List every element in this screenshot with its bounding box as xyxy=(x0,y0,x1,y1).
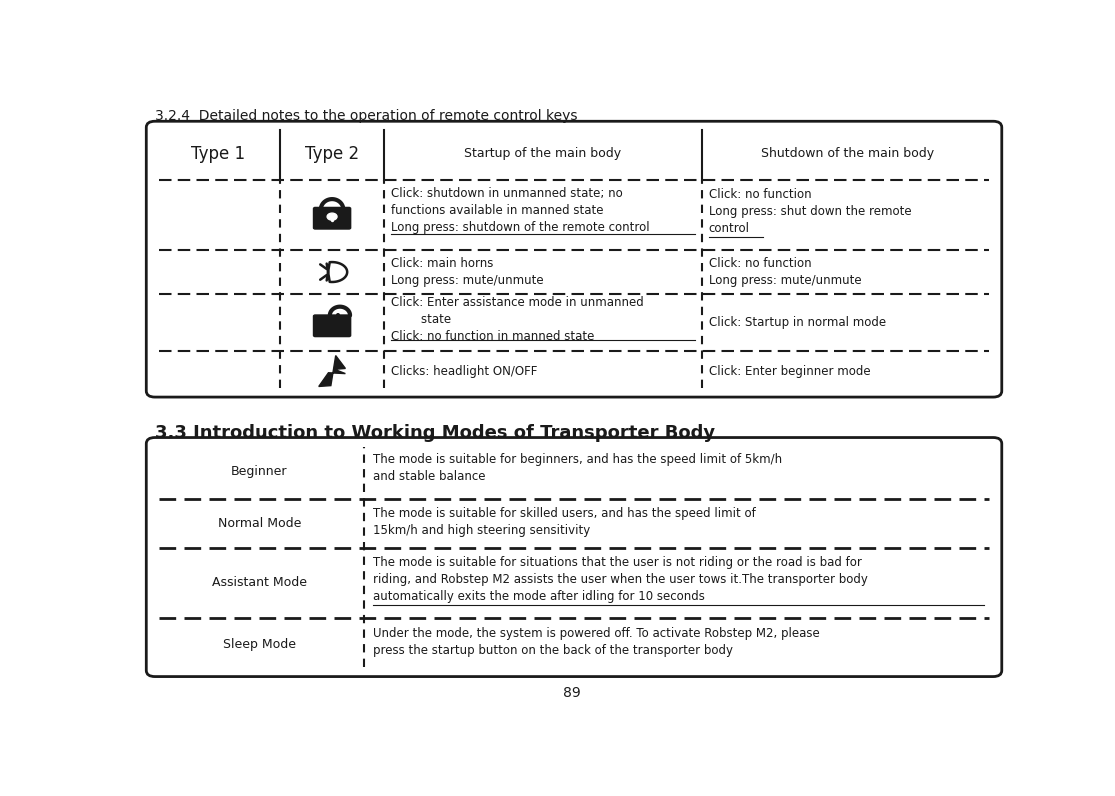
Text: 89: 89 xyxy=(563,686,580,700)
Text: Assistant Mode: Assistant Mode xyxy=(212,576,307,589)
Text: Beginner: Beginner xyxy=(231,465,288,478)
FancyBboxPatch shape xyxy=(146,121,1001,397)
Text: Click: shutdown in unmanned state; no
functions available in manned state
Long p: Click: shutdown in unmanned state; no fu… xyxy=(391,186,649,234)
Text: Click: main horns
Long press: mute/unmute: Click: main horns Long press: mute/unmut… xyxy=(391,257,543,287)
Text: 3.2.4  Detailed notes to the operation of remote control keys: 3.2.4 Detailed notes to the operation of… xyxy=(155,109,578,123)
Text: The mode is suitable for situations that the user is not riding or the road is b: The mode is suitable for situations that… xyxy=(372,556,867,603)
Text: Click: Enter beginner mode: Click: Enter beginner mode xyxy=(709,365,871,377)
Text: The mode is suitable for skilled users, and has the speed limit of
15km/h and hi: The mode is suitable for skilled users, … xyxy=(372,507,756,537)
Text: Click: Enter assistance mode in unmanned
        state
Click: no function in man: Click: Enter assistance mode in unmanned… xyxy=(391,296,643,343)
Text: The mode is suitable for beginners, and has the speed limit of 5km/h
and stable : The mode is suitable for beginners, and … xyxy=(372,453,782,483)
Text: Click: no function
Long press: mute/unmute: Click: no function Long press: mute/unmu… xyxy=(709,257,862,287)
Text: Click: Startup in normal mode: Click: Startup in normal mode xyxy=(709,316,886,329)
Polygon shape xyxy=(319,356,346,387)
Text: Startup of the main body: Startup of the main body xyxy=(464,147,621,160)
Circle shape xyxy=(327,213,337,220)
FancyBboxPatch shape xyxy=(313,208,350,229)
Text: Shutdown of the main body: Shutdown of the main body xyxy=(760,147,934,160)
Text: Click: no function
Long press: shut down the remote
control: Click: no function Long press: shut down… xyxy=(709,189,911,236)
Text: Sleep Mode: Sleep Mode xyxy=(223,638,295,650)
FancyBboxPatch shape xyxy=(146,438,1001,677)
Text: 3.3 Introduction to Working Modes of Transporter Body: 3.3 Introduction to Working Modes of Tra… xyxy=(155,424,715,442)
FancyBboxPatch shape xyxy=(313,315,350,337)
Text: Under the mode, the system is powered off. To activate Robstep M2, please
press : Under the mode, the system is powered of… xyxy=(372,627,820,657)
Text: Normal Mode: Normal Mode xyxy=(217,517,301,530)
Text: Clicks: headlight ON/OFF: Clicks: headlight ON/OFF xyxy=(391,365,537,377)
Text: Type 1: Type 1 xyxy=(191,145,244,162)
Text: Type 2: Type 2 xyxy=(306,145,359,162)
